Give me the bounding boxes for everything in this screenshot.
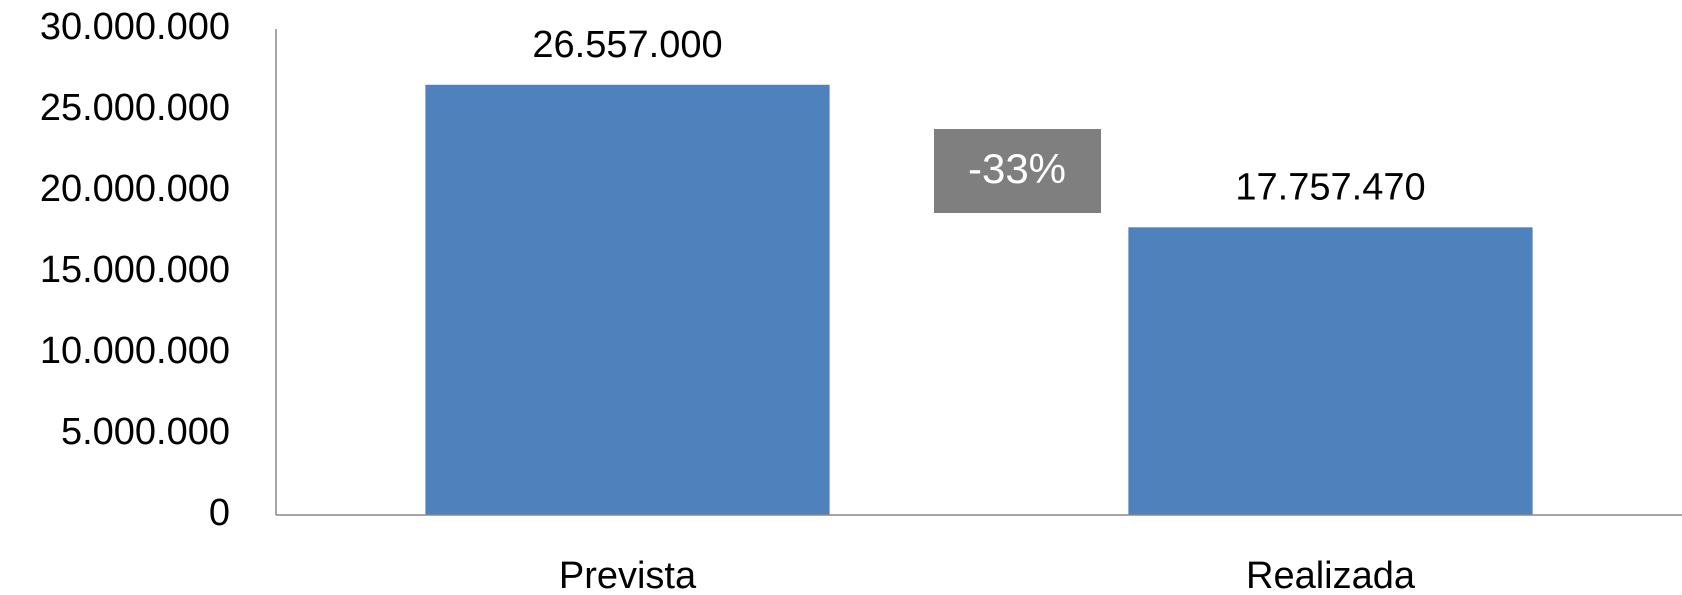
y-tick-label: 5.000.000 [61, 411, 230, 453]
annotation-box [934, 129, 1101, 213]
annotation: -33% [968, 145, 1066, 192]
x-tick-label: Prevista [559, 555, 697, 595]
value-label: 26.557.000 [532, 24, 722, 66]
y-tick-label: 10.000.000 [40, 330, 230, 372]
y-tick-label: 30.000.000 [40, 6, 230, 48]
y-tick-label: 20.000.000 [40, 168, 230, 210]
bar [1128, 227, 1533, 515]
x-tick-label: Realizada [1246, 555, 1416, 595]
bar [425, 84, 830, 515]
value-label: 17.757.470 [1235, 166, 1425, 208]
y-tick-label: 0 [209, 492, 230, 534]
y-tick-label: 25.000.000 [40, 87, 230, 129]
y-tick-label: 15.000.000 [40, 249, 230, 291]
